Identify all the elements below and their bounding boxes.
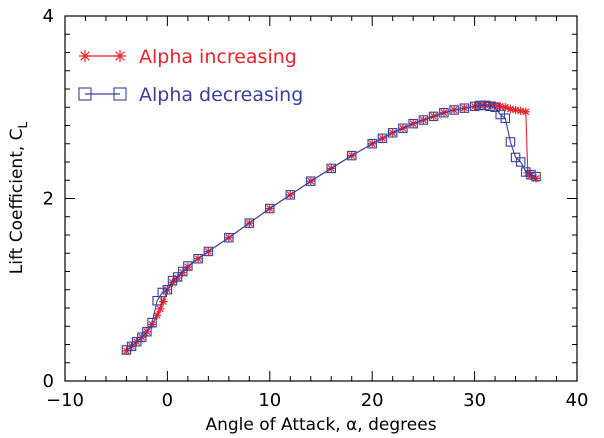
series-line	[126, 103, 537, 352]
square-data-point	[285, 190, 296, 200]
square-data-point	[505, 137, 516, 147]
y-tick-label: 2	[43, 189, 54, 210]
legend: Alpha increasing Alpha decreasing	[78, 46, 303, 106]
x-tick-label: 0	[162, 390, 173, 411]
square-data-point	[510, 152, 521, 163]
square-data-point	[346, 150, 357, 161]
y-tick-label: 0	[43, 371, 54, 392]
square-data-point	[326, 163, 336, 174]
square-data-point	[367, 139, 377, 149]
square-data-point	[152, 295, 162, 306]
series-alpha-decreasing	[121, 100, 541, 355]
square-data-point	[398, 123, 408, 133]
square-data-point	[418, 115, 429, 125]
x-tick-label: 10	[258, 390, 281, 411]
square-data-point	[244, 218, 255, 228]
square-data-point	[428, 111, 439, 122]
square-data-point	[147, 317, 157, 328]
asterisk-data-point	[521, 107, 530, 117]
square-data-point	[162, 284, 173, 295]
x-tick-label: 30	[463, 390, 486, 411]
square-data-point	[193, 253, 203, 264]
x-tick-label: 20	[361, 390, 384, 411]
y-axis-title-main: Lift Coefficient, C	[7, 128, 27, 274]
plot-frame	[64, 15, 578, 382]
legend-square-marker	[78, 87, 92, 101]
square-data-point	[167, 275, 178, 286]
asterisk-data-point	[156, 304, 165, 314]
square-data-point	[521, 167, 531, 177]
square-data-point	[449, 105, 459, 115]
square-data-point	[469, 101, 480, 112]
square-data-point	[183, 261, 193, 271]
series-layer	[121, 100, 541, 356]
square-data-point	[377, 133, 388, 144]
legend-item-alpha-increasing: Alpha increasing	[79, 46, 297, 68]
square-data-point	[172, 272, 183, 282]
square-data-point	[439, 107, 449, 118]
legend-square-marker	[113, 87, 127, 101]
square-data-point	[387, 128, 398, 138]
x-axis-title: Angle of Attack, α, degrees	[205, 415, 436, 435]
x-tick-label: 40	[566, 390, 589, 411]
legend-label-alpha-decreasing: Alpha decreasing	[139, 84, 303, 106]
legend-marker-alpha-decreasing	[78, 87, 127, 101]
square-data-point	[490, 102, 500, 113]
square-data-point	[531, 171, 541, 182]
legend-asterisk-marker	[114, 50, 126, 62]
square-data-point	[526, 170, 536, 180]
square-data-point	[265, 203, 275, 214]
square-data-point	[126, 341, 137, 352]
legend-asterisk-marker	[79, 50, 91, 62]
square-data-point	[459, 103, 470, 113]
asterisk-data-point	[152, 311, 162, 320]
square-data-point	[474, 100, 485, 111]
square-data-point	[142, 326, 152, 337]
square-data-point	[224, 232, 234, 243]
square-data-point	[178, 266, 188, 277]
y-axis-title-subscript: L	[16, 121, 30, 128]
square-data-point	[480, 100, 490, 111]
square-data-point	[408, 118, 418, 129]
series-alpha-increasing	[122, 100, 541, 356]
square-data-point	[306, 176, 316, 186]
legend-label-alpha-increasing: Alpha increasing	[139, 46, 297, 68]
y-axis-title: Lift Coefficient, CL	[7, 121, 30, 274]
square-data-point	[157, 287, 168, 298]
y-tick-label: 4	[43, 6, 54, 27]
x-tick-label: −10	[46, 390, 84, 411]
square-data-point	[121, 345, 132, 355]
square-data-point	[485, 101, 495, 112]
series-line	[126, 104, 537, 351]
square-data-point	[203, 246, 214, 257]
legend-item-alpha-decreasing: Alpha decreasing	[78, 84, 303, 106]
square-data-point	[495, 109, 505, 120]
legend-marker-alpha-increasing	[79, 50, 126, 62]
